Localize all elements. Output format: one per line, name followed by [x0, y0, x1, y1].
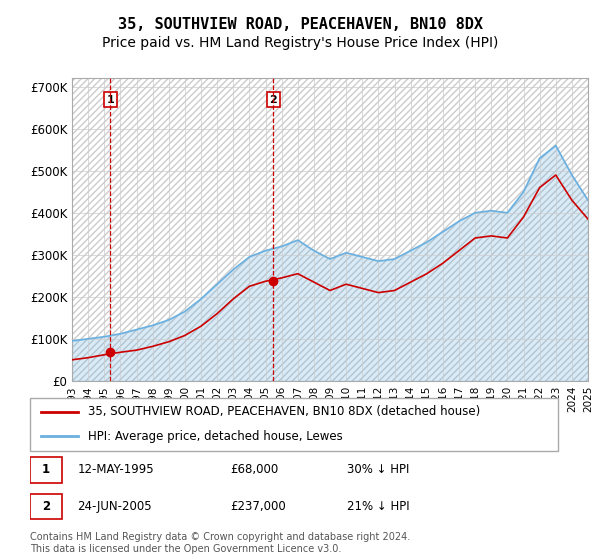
Text: 12-MAY-1995: 12-MAY-1995: [77, 464, 154, 477]
Text: Price paid vs. HM Land Registry's House Price Index (HPI): Price paid vs. HM Land Registry's House …: [102, 36, 498, 50]
Text: 21% ↓ HPI: 21% ↓ HPI: [347, 500, 409, 513]
Text: Contains HM Land Registry data © Crown copyright and database right 2024.
This d: Contains HM Land Registry data © Crown c…: [30, 532, 410, 554]
Text: £68,000: £68,000: [230, 464, 279, 477]
Text: 24-JUN-2005: 24-JUN-2005: [77, 500, 152, 513]
Text: 30% ↓ HPI: 30% ↓ HPI: [347, 464, 409, 477]
Text: 35, SOUTHVIEW ROAD, PEACEHAVEN, BN10 8DX: 35, SOUTHVIEW ROAD, PEACEHAVEN, BN10 8DX: [118, 17, 482, 32]
Text: 1: 1: [42, 464, 50, 477]
Text: £237,000: £237,000: [230, 500, 286, 513]
Text: HPI: Average price, detached house, Lewes: HPI: Average price, detached house, Lewe…: [88, 430, 343, 443]
Text: 2: 2: [269, 95, 277, 105]
Text: 2: 2: [42, 500, 50, 513]
FancyBboxPatch shape: [30, 457, 62, 483]
Text: 35, SOUTHVIEW ROAD, PEACEHAVEN, BN10 8DX (detached house): 35, SOUTHVIEW ROAD, PEACEHAVEN, BN10 8DX…: [88, 405, 481, 418]
FancyBboxPatch shape: [30, 398, 558, 451]
FancyBboxPatch shape: [30, 494, 62, 519]
Text: 1: 1: [106, 95, 114, 105]
